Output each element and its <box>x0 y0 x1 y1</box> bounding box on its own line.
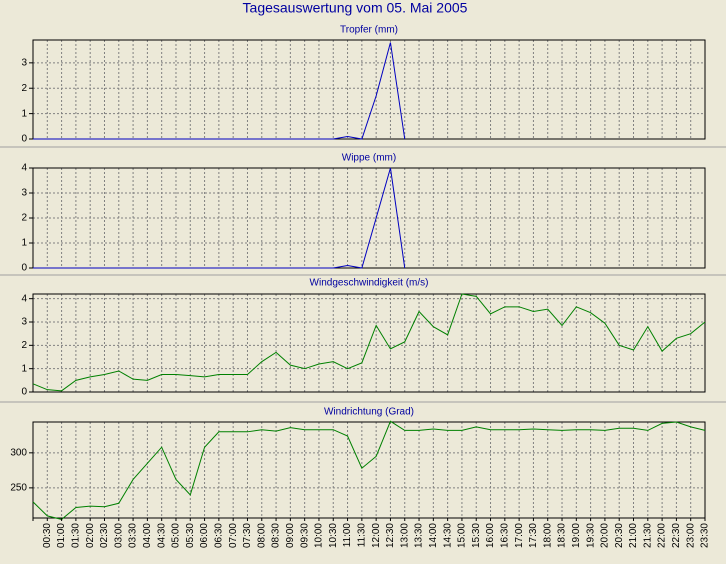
chart-title: Windrichtung (Grad) <box>324 407 414 418</box>
x-tick-label: 20:30 <box>614 523 625 548</box>
y-tick-label: 2 <box>21 213 27 224</box>
y-tick-label: 0 <box>21 387 27 398</box>
x-tick-label: 01:00 <box>56 523 67 548</box>
y-tick-label: 3 <box>21 57 27 68</box>
y-tick-label: 1 <box>21 238 27 249</box>
x-tick-label: 07:00 <box>228 523 239 548</box>
x-tick-label: 22:00 <box>657 523 668 548</box>
x-tick-label: 21:00 <box>628 523 639 548</box>
x-tick-label: 10:30 <box>328 523 339 548</box>
x-tick-label: 16:00 <box>485 523 496 548</box>
y-tick-label: 2 <box>21 340 27 351</box>
x-tick-label: 12:00 <box>371 523 382 548</box>
page-title: Tagesauswertung vom 05. Mai 2005 <box>243 0 468 16</box>
plot-frame <box>32 421 706 519</box>
x-tick-label: 02:30 <box>99 523 110 548</box>
x-tick-label: 07:30 <box>242 523 253 548</box>
y-tick-label: 4 <box>21 163 27 174</box>
chart-title: Tropfer (mm) <box>340 25 398 36</box>
x-tick-label: 13:30 <box>414 523 425 548</box>
x-tick-label: 19:30 <box>585 523 596 548</box>
chart-title: Windgeschwindigkeit (m/s) <box>310 278 429 289</box>
plot-frame <box>32 293 706 393</box>
x-tick-label: 08:30 <box>271 523 282 548</box>
x-tick-label: 09:30 <box>299 523 310 548</box>
x-tick-label: 10:00 <box>314 523 325 548</box>
y-tick-label: 250 <box>10 483 27 494</box>
x-tick-label: 17:00 <box>514 523 525 548</box>
x-tick-label: 03:30 <box>128 523 139 548</box>
x-tick-label: 15:30 <box>471 523 482 548</box>
x-tick-label: 18:00 <box>542 523 553 548</box>
y-tick-label: 0 <box>21 134 27 145</box>
x-tick-label: 11:30 <box>356 523 367 548</box>
x-tick-label: 19:00 <box>571 523 582 548</box>
x-tick-label: 03:00 <box>113 523 124 548</box>
y-tick-label: 2 <box>21 83 27 94</box>
x-tick-label: 22:30 <box>671 523 682 548</box>
plot-frame <box>32 39 706 140</box>
x-tick-label: 09:00 <box>285 523 296 548</box>
x-tick-label: 13:00 <box>399 523 410 548</box>
x-tick-label: 14:00 <box>428 523 439 548</box>
x-tick-label: 02:00 <box>85 523 96 548</box>
x-tick-label: 15:00 <box>457 523 468 548</box>
data-line <box>33 167 406 269</box>
chart-title: Wippe (mm) <box>342 153 396 164</box>
x-tick-label: 11:00 <box>342 523 353 548</box>
y-tick-label: 0 <box>21 263 27 274</box>
data-line <box>32 293 706 392</box>
x-tick-label: 04:30 <box>156 523 167 548</box>
y-tick-label: 4 <box>21 293 27 304</box>
x-tick-label: 05:30 <box>185 523 196 548</box>
x-tick-label: 12:30 <box>385 523 396 548</box>
x-tick-label: 16:30 <box>499 523 510 548</box>
y-tick-label: 3 <box>21 188 27 199</box>
x-tick-label: 08:00 <box>256 523 267 548</box>
y-tick-label: 3 <box>21 317 27 328</box>
x-tick-label: 00:30 <box>42 523 53 548</box>
y-tick-label: 1 <box>21 363 27 374</box>
x-tick-label: 01:30 <box>71 523 82 548</box>
plot-frame <box>32 167 706 269</box>
y-tick-label: 300 <box>10 447 27 458</box>
x-tick-label: 21:30 <box>642 523 653 548</box>
x-tick-label: 23:00 <box>685 523 696 548</box>
x-tick-label: 06:00 <box>199 523 210 548</box>
x-tick-label: 06:30 <box>214 523 225 548</box>
y-tick-label: 1 <box>21 108 27 119</box>
x-tick-label: 23:30 <box>700 523 711 548</box>
data-line <box>32 420 706 520</box>
data-line <box>33 42 406 140</box>
x-tick-label: 04:00 <box>142 523 153 548</box>
x-tick-label: 20:00 <box>600 523 611 548</box>
x-tick-label: 17:30 <box>528 523 539 548</box>
x-tick-label: 14:30 <box>442 523 453 548</box>
x-tick-label: 18:30 <box>557 523 568 548</box>
x-tick-label: 05:00 <box>171 523 182 548</box>
